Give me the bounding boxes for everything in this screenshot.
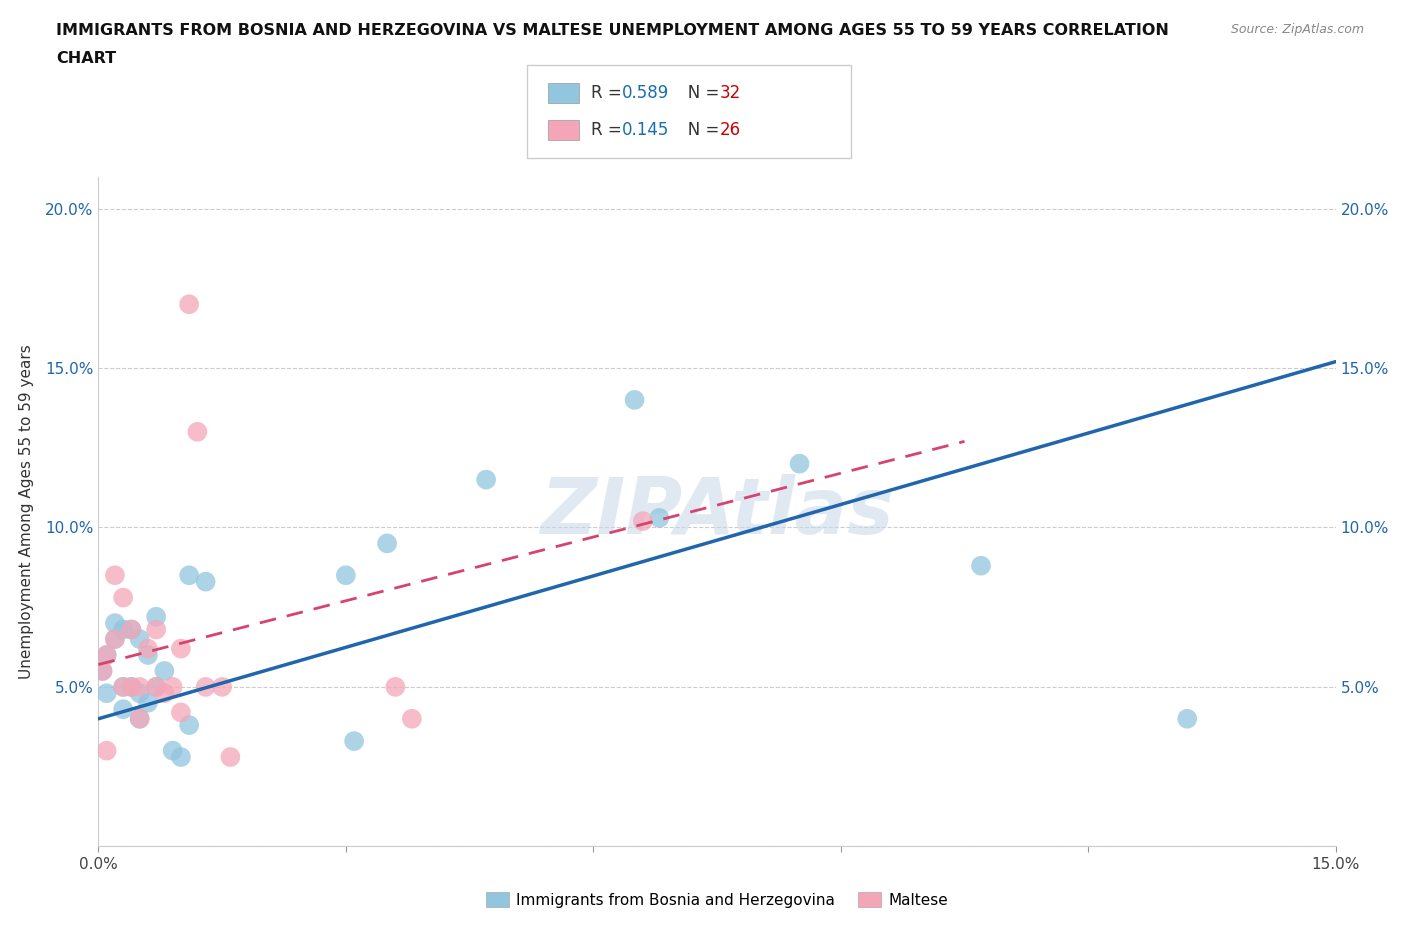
Point [162,743,184,758]
Point [401,711,423,726]
Text: N =: N = [672,85,724,102]
Point [128,711,150,726]
Point [96,685,118,700]
Text: 32: 32 [720,85,741,102]
Point [475,472,498,487]
Point [104,631,127,646]
Y-axis label: Unemployment Among Ages 55 to 59 years: Unemployment Among Ages 55 to 59 years [20,344,34,679]
Point [170,641,193,656]
Point [335,568,357,583]
Point [91,663,114,678]
Point [179,568,201,583]
Point [145,680,167,695]
Text: R =: R = [591,121,627,139]
Point [145,622,167,637]
Point [112,702,135,717]
Point [194,574,217,589]
Point [623,392,645,407]
Text: Source: ZipAtlas.com: Source: ZipAtlas.com [1230,23,1364,36]
Point [128,631,150,646]
Point [631,513,654,528]
Text: IMMIGRANTS FROM BOSNIA AND HERZEGOVINA VS MALTESE UNEMPLOYMENT AMONG AGES 55 TO : IMMIGRANTS FROM BOSNIA AND HERZEGOVINA V… [56,23,1170,38]
Point [120,622,142,637]
Point [162,680,184,695]
Text: R =: R = [591,85,627,102]
Text: 0.589: 0.589 [621,85,669,102]
Text: 0.145: 0.145 [621,121,669,139]
Point [170,705,193,720]
Point [194,680,217,695]
Point [91,663,114,678]
Point [170,750,193,764]
Point [970,558,993,573]
Point [104,616,127,631]
Point [128,685,150,700]
Point [96,647,118,662]
Point [211,680,233,695]
Text: N =: N = [672,121,724,139]
Point [112,680,135,695]
Point [104,631,127,646]
Point [343,734,366,749]
Point [179,718,201,733]
Point [120,680,142,695]
Point [128,711,150,726]
Point [219,750,242,764]
Point [1175,711,1198,726]
Point [96,743,118,758]
Point [112,591,135,605]
Point [120,680,142,695]
Point [112,680,135,695]
Point [153,685,176,700]
Text: 26: 26 [720,121,741,139]
Point [112,622,135,637]
Point [153,663,176,678]
Point [96,647,118,662]
Text: ZIPAtlas: ZIPAtlas [540,473,894,550]
Point [136,647,159,662]
Point [128,680,150,695]
Point [145,609,167,624]
Point [179,297,201,312]
Point [104,568,127,583]
Point [186,424,208,439]
Point [384,680,406,695]
Point [136,641,159,656]
Legend: Immigrants from Bosnia and Herzegovina, Maltese: Immigrants from Bosnia and Herzegovina, … [478,884,956,916]
Point [136,696,159,711]
Point [375,536,398,551]
Point [789,457,811,472]
Point [120,622,142,637]
Text: CHART: CHART [56,51,117,66]
Point [648,511,671,525]
Point [145,680,167,695]
